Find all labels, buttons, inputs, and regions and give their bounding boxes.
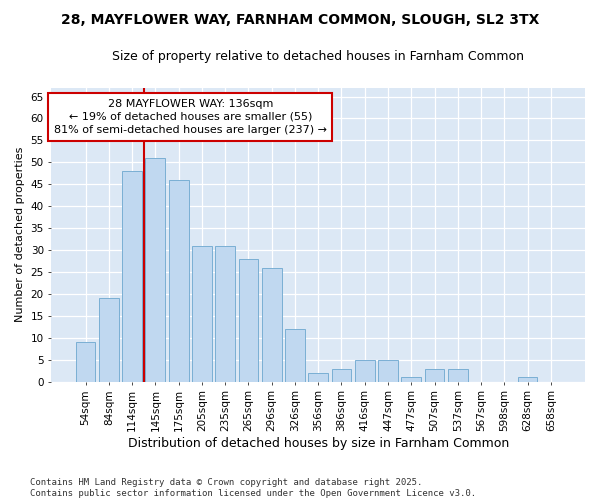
Title: Size of property relative to detached houses in Farnham Common: Size of property relative to detached ho… [112, 50, 524, 63]
Bar [401, 378, 421, 382]
Text: Contains HM Land Registry data © Crown copyright and database right 2025.
Contai: Contains HM Land Registry data © Crown c… [30, 478, 476, 498]
Bar [215, 246, 235, 382]
Bar [448, 368, 467, 382]
Bar [285, 329, 305, 382]
Bar [145, 158, 165, 382]
Bar [122, 171, 142, 382]
Bar [239, 259, 259, 382]
Bar [332, 368, 352, 382]
Bar [262, 268, 281, 382]
Bar [308, 373, 328, 382]
X-axis label: Distribution of detached houses by size in Farnham Common: Distribution of detached houses by size … [128, 437, 509, 450]
Text: 28, MAYFLOWER WAY, FARNHAM COMMON, SLOUGH, SL2 3TX: 28, MAYFLOWER WAY, FARNHAM COMMON, SLOUG… [61, 12, 539, 26]
Bar [76, 342, 95, 382]
Bar [169, 180, 188, 382]
Text: 28 MAYFLOWER WAY: 136sqm
← 19% of detached houses are smaller (55)
81% of semi-d: 28 MAYFLOWER WAY: 136sqm ← 19% of detach… [54, 98, 327, 135]
Bar [518, 378, 538, 382]
Bar [99, 298, 119, 382]
Bar [192, 246, 212, 382]
Bar [378, 360, 398, 382]
Bar [425, 368, 445, 382]
Bar [355, 360, 374, 382]
Y-axis label: Number of detached properties: Number of detached properties [15, 147, 25, 322]
